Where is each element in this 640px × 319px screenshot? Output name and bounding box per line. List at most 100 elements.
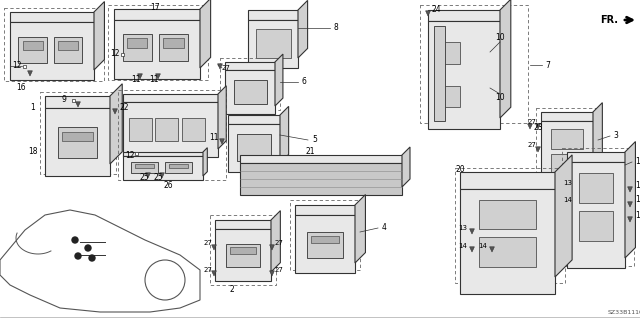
Text: 7: 7 (545, 61, 550, 70)
Circle shape (72, 237, 78, 243)
Bar (220, 58, 280, 110)
Circle shape (75, 253, 81, 259)
Polygon shape (426, 11, 430, 16)
Polygon shape (28, 71, 33, 76)
Polygon shape (218, 86, 227, 149)
Text: 26: 26 (163, 181, 173, 189)
Bar (310, 236, 339, 243)
Text: 11: 11 (131, 76, 141, 85)
Bar (234, 80, 266, 104)
Bar (226, 244, 260, 267)
Polygon shape (113, 109, 117, 114)
Text: 27: 27 (203, 267, 212, 273)
Bar (131, 162, 158, 173)
Bar (240, 163, 402, 195)
Text: 14: 14 (458, 243, 467, 249)
Bar (163, 38, 184, 48)
Bar (4, 8, 104, 81)
Polygon shape (527, 124, 532, 129)
Bar (237, 134, 271, 160)
Bar (135, 164, 154, 168)
Polygon shape (220, 139, 225, 144)
Polygon shape (138, 74, 143, 79)
Bar (420, 5, 528, 123)
Polygon shape (212, 245, 216, 250)
Bar (228, 124, 280, 172)
Text: 27: 27 (527, 142, 536, 148)
Polygon shape (228, 115, 280, 124)
Text: 27: 27 (222, 65, 231, 71)
Polygon shape (159, 173, 164, 178)
Bar (479, 200, 536, 229)
Text: 14: 14 (563, 197, 572, 203)
Polygon shape (536, 124, 540, 129)
Bar (562, 148, 634, 266)
Bar (45, 108, 110, 176)
Polygon shape (500, 0, 511, 118)
Polygon shape (445, 42, 460, 64)
Bar (123, 34, 152, 61)
Bar (123, 102, 218, 157)
Polygon shape (490, 247, 494, 252)
Polygon shape (123, 94, 218, 102)
Text: 20: 20 (456, 166, 466, 174)
Text: 12: 12 (110, 49, 120, 58)
Bar (19, 37, 47, 63)
Circle shape (89, 255, 95, 261)
Text: 21: 21 (305, 147, 315, 157)
Text: 3: 3 (613, 130, 618, 139)
Text: 12: 12 (12, 62, 22, 70)
Polygon shape (203, 148, 207, 176)
Text: 13: 13 (635, 181, 640, 189)
Polygon shape (298, 0, 308, 58)
Bar (22, 41, 43, 50)
Bar (455, 168, 565, 283)
Polygon shape (146, 173, 150, 178)
Polygon shape (215, 220, 271, 229)
Text: 19: 19 (635, 157, 640, 166)
Bar (123, 156, 203, 180)
Polygon shape (123, 152, 203, 156)
Text: 25: 25 (153, 173, 163, 182)
Polygon shape (460, 172, 555, 189)
Polygon shape (428, 10, 500, 21)
Polygon shape (445, 85, 460, 107)
Text: 16: 16 (16, 84, 26, 93)
Text: 10: 10 (495, 33, 505, 42)
Bar (579, 211, 613, 241)
Polygon shape (114, 9, 200, 20)
Bar (22, 64, 26, 68)
Bar (120, 53, 124, 56)
Bar (58, 127, 97, 158)
Text: 27: 27 (275, 267, 284, 273)
Text: 5: 5 (312, 136, 317, 145)
Text: 14: 14 (635, 211, 640, 219)
Polygon shape (240, 155, 402, 163)
Text: 4: 4 (382, 222, 387, 232)
Polygon shape (94, 2, 104, 70)
Polygon shape (536, 147, 540, 152)
Text: SZ33B1110D: SZ33B1110D (608, 309, 640, 315)
Bar (552, 129, 582, 149)
Polygon shape (76, 102, 81, 107)
Polygon shape (212, 271, 216, 276)
Text: 2: 2 (230, 286, 234, 294)
Text: 27: 27 (275, 240, 284, 246)
Bar (230, 248, 257, 255)
Polygon shape (271, 211, 280, 272)
Polygon shape (555, 155, 572, 277)
Circle shape (85, 245, 91, 251)
Polygon shape (218, 64, 223, 69)
Bar (579, 173, 613, 203)
Polygon shape (470, 247, 474, 252)
Text: 27: 27 (203, 240, 212, 246)
Text: 25: 25 (139, 173, 149, 182)
Polygon shape (280, 106, 289, 163)
Text: 23: 23 (534, 122, 543, 131)
Text: 11: 11 (149, 76, 159, 85)
Polygon shape (225, 62, 275, 70)
Text: 14: 14 (478, 243, 487, 249)
Bar (182, 118, 205, 141)
Polygon shape (628, 217, 632, 222)
Text: 9: 9 (62, 95, 67, 105)
